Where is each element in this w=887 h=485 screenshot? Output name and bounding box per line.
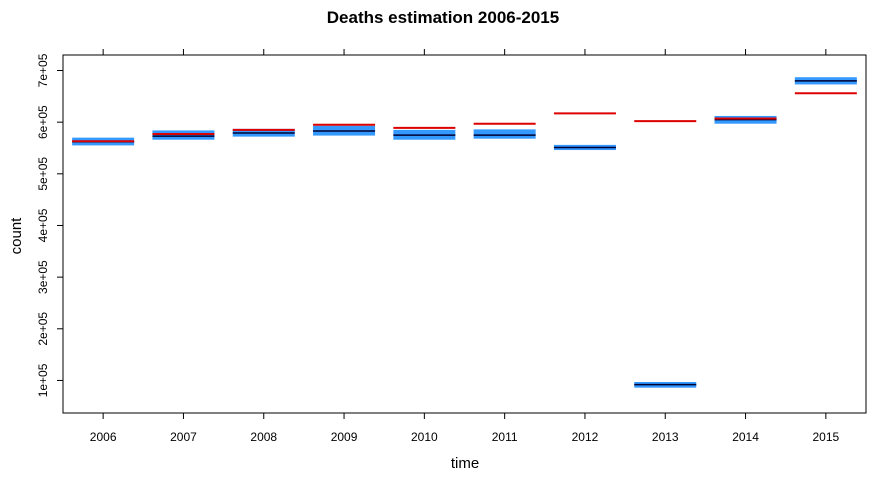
- y-tick-label: 7e+05: [36, 53, 50, 87]
- x-axis: 2006 2007 2008 2009 2010 2011 2012 2013 2014 2015: [90, 413, 840, 444]
- y-tick-label: 3e+05: [36, 260, 50, 294]
- x-tick-label: 2012: [572, 430, 599, 444]
- x-tick-label: 2007: [170, 430, 197, 444]
- data-marks: [72, 77, 857, 388]
- x-tick-label: 2014: [732, 430, 759, 444]
- y-tick-label: 1e+05: [36, 363, 50, 397]
- x-tick-label: 2008: [250, 430, 277, 444]
- plot-frame: [62, 54, 867, 414]
- x-tick-label: 2010: [411, 430, 438, 444]
- y-tick-label: 5e+05: [36, 157, 50, 191]
- estimate-band: [152, 130, 215, 140]
- top-ticks: [102, 49, 827, 55]
- y-tick-label: 2e+05: [36, 312, 50, 346]
- x-tick-label: 2013: [652, 430, 679, 444]
- y-tick-label: 6e+05: [36, 105, 50, 139]
- y-axis: 1e+05 2e+05 3e+05 4e+05 5e+05 6e+05 7e+05: [36, 53, 63, 397]
- x-axis-title: time: [451, 455, 479, 472]
- x-tick-label: 2015: [812, 430, 839, 444]
- chart-title: Deaths estimation 2006-2015: [327, 8, 559, 27]
- x-tick-label: 2009: [331, 430, 358, 444]
- y-tick-label: 4e+05: [36, 208, 50, 242]
- x-tick-label: 2011: [492, 430, 518, 444]
- estimate-band: [473, 129, 536, 139]
- y-axis-title: count: [8, 217, 25, 255]
- x-tick-label: 2006: [90, 430, 117, 444]
